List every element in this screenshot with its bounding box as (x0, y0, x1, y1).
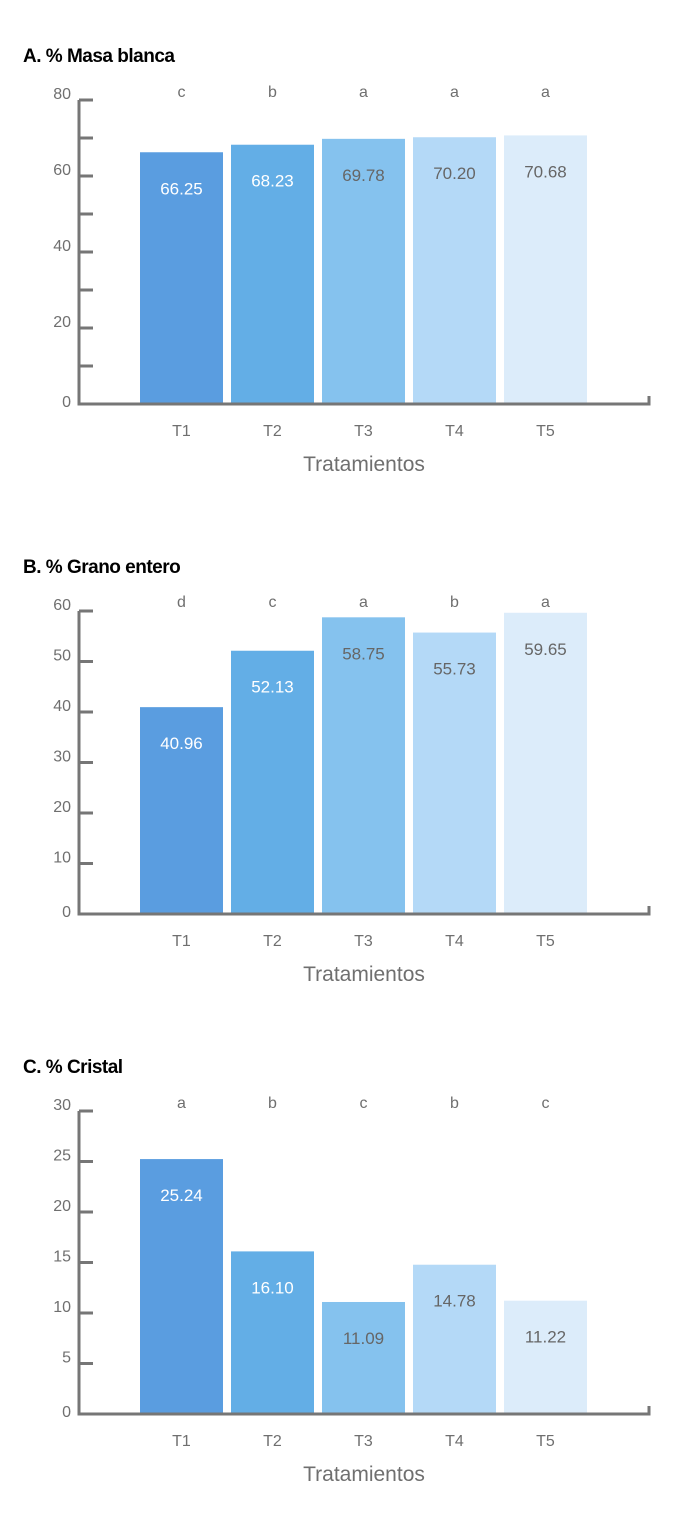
bar-T2 (231, 1251, 314, 1414)
x-tick-label: T4 (445, 933, 464, 950)
data-label: 70.20 (433, 164, 476, 183)
significance-letter: b (268, 84, 277, 101)
y-tick-label: 50 (53, 648, 71, 665)
data-label: 66.25 (160, 179, 203, 198)
data-label: 58.75 (342, 644, 385, 663)
chart-0: A. % Masa blanca 66.25 c T1 68.23 b T2 69.78 a T3… (23, 46, 651, 476)
y-tick-label: 30 (53, 1097, 71, 1114)
bar-T5 (504, 612, 587, 914)
y-tick-label: 0 (62, 1404, 71, 1421)
y-tick-label: 30 (53, 749, 71, 766)
x-tick-label: T2 (263, 933, 282, 950)
y-tick-label: 5 (62, 1350, 71, 1367)
data-label: 11.09 (343, 1329, 384, 1348)
y-tick-label: 15 (53, 1249, 71, 1266)
y-tick-label: 10 (53, 1299, 71, 1316)
significance-letter: c (178, 84, 186, 101)
y-tick-label: 20 (53, 314, 71, 331)
x-tick-label: T4 (445, 1433, 464, 1450)
x-tick-label: T1 (172, 423, 191, 440)
bar-T3 (322, 1301, 405, 1414)
significance-letter: c (269, 594, 277, 611)
chart-title: A. % Masa blanca (23, 46, 175, 67)
y-tick-label: 40 (53, 698, 71, 715)
x-axis-title: Tratamientos (303, 453, 425, 476)
significance-letter: a (359, 594, 368, 611)
significance-letter: a (541, 84, 550, 101)
bar-T5 (504, 135, 587, 404)
significance-letter: b (450, 1095, 459, 1112)
bar-T4 (413, 137, 496, 405)
significance-letter: a (359, 84, 368, 101)
bar-T1 (140, 1159, 223, 1414)
x-tick-label: T5 (536, 1433, 555, 1450)
y-tick-label: 0 (62, 394, 71, 411)
y-tick-label: 60 (53, 597, 71, 614)
bar-T1 (140, 152, 223, 404)
x-tick-label: T4 (445, 423, 464, 440)
x-tick-label: T1 (172, 933, 191, 950)
x-tick-label: T3 (354, 423, 373, 440)
y-tick-label: 20 (53, 799, 71, 816)
bar-T2 (231, 650, 314, 914)
bar-T4 (413, 1264, 496, 1414)
x-tick-label: T5 (536, 423, 555, 440)
significance-letter: a (177, 1095, 186, 1112)
significance-letter: a (450, 84, 459, 101)
x-tick-label: T2 (263, 1433, 282, 1450)
x-axis-title: Tratamientos (303, 963, 425, 986)
data-label: 16.10 (251, 1278, 294, 1297)
bar-T3 (322, 617, 405, 914)
data-label: 68.23 (251, 172, 294, 191)
x-tick-label: T3 (354, 1433, 373, 1450)
significance-letter: b (450, 594, 459, 611)
bar-T4 (413, 632, 496, 914)
data-label: 52.13 (251, 678, 294, 697)
bar-T1 (140, 707, 223, 914)
data-label: 55.73 (433, 660, 476, 679)
bar-T5 (504, 1300, 587, 1414)
data-label: 14.78 (433, 1292, 476, 1311)
x-tick-label: T3 (354, 933, 373, 950)
chart-2: C. % Cristal 25.24 a T1 16.10 b T2 11.09 c T3 14.7… (23, 1057, 651, 1486)
y-tick-label: 40 (53, 238, 71, 255)
significance-letter: d (177, 594, 186, 611)
significance-letter: c (542, 1095, 550, 1112)
y-tick-label: 0 (62, 904, 71, 921)
x-axis-title: Tratamientos (303, 1463, 425, 1486)
chart-title: C. % Cristal (23, 1057, 123, 1078)
x-tick-label: T5 (536, 933, 555, 950)
bar-T3 (322, 138, 405, 404)
y-tick-label: 25 (53, 1148, 71, 1165)
data-label: 69.78 (342, 166, 385, 185)
y-tick-label: 80 (53, 86, 71, 103)
y-tick-label: 10 (53, 850, 71, 867)
significance-letter: c (360, 1095, 368, 1112)
y-tick-label: 20 (53, 1198, 71, 1215)
y-tick-label: 60 (53, 162, 71, 179)
data-label: 40.96 (160, 734, 203, 753)
x-tick-label: T1 (172, 1433, 191, 1450)
bar-T2 (231, 144, 314, 404)
significance-letter: a (541, 594, 550, 611)
chart-1: B. % Grano entero 40.96 d T1 52.13 c T2 58.75 a T… (23, 557, 651, 986)
significance-letter: b (268, 1095, 277, 1112)
chart-title: B. % Grano entero (23, 557, 180, 578)
data-label: 59.65 (524, 640, 567, 659)
data-label: 11.22 (525, 1328, 566, 1347)
x-tick-label: T2 (263, 423, 282, 440)
data-label: 25.24 (160, 1186, 203, 1205)
data-label: 70.68 (524, 162, 567, 181)
